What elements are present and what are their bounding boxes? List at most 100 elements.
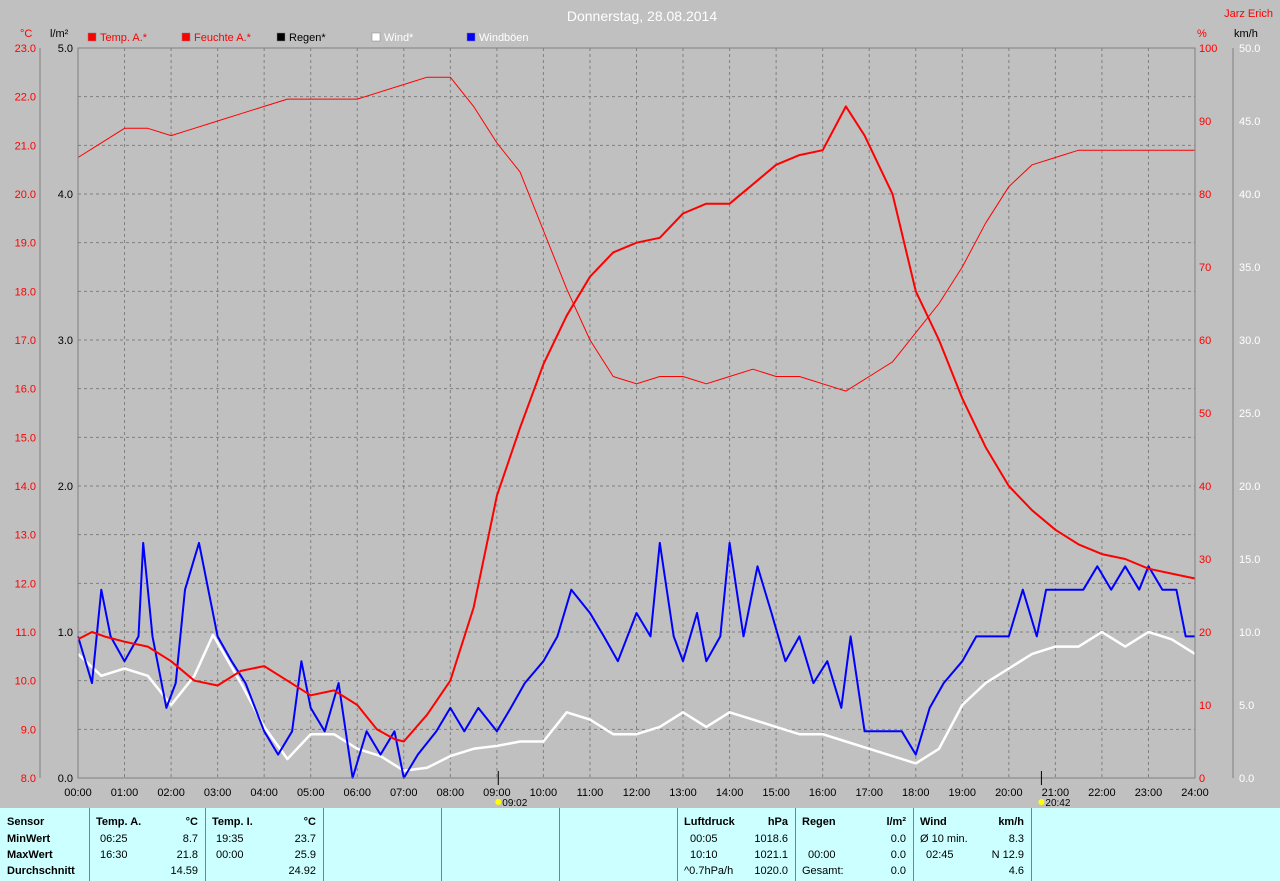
- x-tick-label: 15:00: [762, 787, 790, 799]
- humidity-series-line: [77, 76, 1195, 392]
- divider: [795, 808, 796, 881]
- temp-tick-label: 11.0: [15, 627, 36, 639]
- x-tick-label: 18:00: [902, 787, 930, 799]
- x-tick-label: 03:00: [204, 787, 232, 799]
- wind-tick-label: 20.0: [1239, 481, 1260, 493]
- gust-series-line: [77, 541, 1195, 779]
- rain-header: Regen: [802, 816, 836, 828]
- wind-tick-label: 45.0: [1239, 116, 1260, 128]
- legend-swatch: [466, 32, 476, 42]
- series-layer: [77, 76, 1196, 779]
- x-tick-label: 09:00: [483, 787, 511, 799]
- divider: [441, 808, 442, 881]
- x-tick-label: 17:00: [855, 787, 883, 799]
- wind-tick-label: 25.0: [1239, 408, 1260, 420]
- x-tick-label: 00:00: [64, 787, 92, 799]
- humidity-tick-label: 60: [1199, 335, 1211, 347]
- chart-title: Donnerstag, 28.08.2014: [567, 8, 717, 24]
- legend-label: Temp. A.*: [100, 32, 148, 44]
- temp-tick-label: 13.0: [15, 530, 36, 542]
- wind-tick-label: 50.0: [1239, 43, 1260, 55]
- wind-tick-label: 0.0: [1239, 773, 1254, 785]
- wind-avg10-value: 8.3: [1008, 833, 1024, 845]
- rain-tick-label: 5.0: [58, 43, 73, 55]
- rain-axis-unit: l/m²: [50, 28, 69, 40]
- rain-tick-label: 2.0: [58, 481, 73, 493]
- maxwert-label: MaxWert: [7, 849, 53, 861]
- x-tick-label: 05:00: [297, 787, 325, 799]
- wind-max-time: 02:45: [926, 849, 954, 861]
- pressure-unit: hPa: [767, 816, 788, 828]
- x-tick-label: 24:00: [1181, 787, 1209, 799]
- temp-tick-label: 14.0: [15, 481, 36, 493]
- temp-i-max-time: 00:00: [216, 849, 244, 861]
- x-tick-label: 08:00: [437, 787, 465, 799]
- x-tick-label: 01:00: [111, 787, 139, 799]
- wind-series-line: [77, 630, 1196, 772]
- humidity-tick-label: 70: [1199, 262, 1211, 274]
- rain-max-value: 0.0: [890, 849, 906, 861]
- x-tick-label: 23:00: [1135, 787, 1163, 799]
- rain-max-time: 00:00: [808, 849, 836, 861]
- x-tick-label: 10:00: [530, 787, 558, 799]
- temp-tick-label: 16.0: [15, 384, 36, 396]
- wind-tick-label: 35.0: [1239, 262, 1260, 274]
- temp-axis-unit: °C: [20, 28, 32, 40]
- plot-frame: [77, 47, 1196, 779]
- legend: Temp. A.* Feuchte A.* Regen* Wind* Windböen: [87, 32, 529, 44]
- legend-label: Regen*: [289, 32, 326, 44]
- humidity-tick-label: 100: [1199, 43, 1217, 55]
- sun-icon: [495, 799, 502, 805]
- legend-swatch: [276, 32, 286, 42]
- x-tick-label: 16:00: [809, 787, 837, 799]
- x-tick-label: 14:00: [716, 787, 744, 799]
- pressure-max-value: 1021.1: [754, 849, 788, 861]
- x-tick-label: 21:00: [1042, 787, 1070, 799]
- axis-units: °C l/m² % km/h: [20, 28, 1258, 40]
- wind-avg-value: 4.6: [1008, 865, 1024, 877]
- author-label: Jarz Erich: [1224, 8, 1273, 20]
- divider: [1031, 808, 1032, 881]
- x-tick-label: 13:00: [669, 787, 697, 799]
- temp-a-min-value: 8.7: [182, 833, 198, 845]
- grid: [39, 48, 1234, 778]
- temp-a-max-value: 21.8: [176, 849, 198, 861]
- temp-tick-label: 23.0: [15, 43, 36, 55]
- legend-swatch: [181, 32, 191, 42]
- x-tick-label: 22:00: [1088, 787, 1116, 799]
- temp-tick-label: 19.0: [15, 238, 36, 250]
- temp-tick-label: 15.0: [15, 432, 36, 444]
- temp-tick-label: 20.0: [15, 189, 36, 201]
- temp-tick-label: 9.0: [21, 724, 36, 736]
- rain-min-value: 0.0: [890, 833, 906, 845]
- temp-i-min-value: 23.7: [294, 833, 316, 845]
- temp-tick-label: 8.0: [21, 773, 36, 785]
- rain-tick-label: 0.0: [58, 773, 73, 785]
- wind-avg10-label: Ø 10 min.: [920, 833, 968, 845]
- wind-axis-unit: km/h: [1234, 28, 1258, 40]
- pressure-trend: ^0.7hPa/h: [684, 865, 734, 877]
- wind-tick-label: 5.0: [1239, 700, 1254, 712]
- wind-max-value: N 12.9: [991, 849, 1024, 861]
- rain-unit: l/m²: [886, 816, 906, 828]
- pressure-min-value: 1018.6: [754, 833, 788, 845]
- temp-i-min-time: 19:35: [216, 833, 244, 845]
- wind-unit: km/h: [998, 816, 1024, 828]
- divider: [913, 808, 914, 881]
- x-tick-label: 06:00: [343, 787, 371, 799]
- humidity-tick-label: 30: [1199, 554, 1211, 566]
- weather-chart: Donnerstag, 28.08.2014 Jarz Erich Temp. …: [0, 0, 1280, 808]
- temp-tick-label: 10.0: [15, 676, 36, 688]
- divider: [677, 808, 678, 881]
- x-tick-label: 11:00: [577, 787, 604, 799]
- humidity-tick-label: 10: [1199, 700, 1211, 712]
- temp-a-unit: °C: [185, 816, 198, 828]
- rain-tick-label: 3.0: [58, 335, 73, 347]
- rain-tick-label: 4.0: [58, 189, 73, 201]
- temp-a-max-time: 16:30: [100, 849, 128, 861]
- sun-icon: [1038, 799, 1045, 805]
- chart-background: [0, 0, 1280, 808]
- humidity-tick-label: 50: [1199, 408, 1211, 420]
- rain-tick-label: 1.0: [58, 627, 73, 639]
- rain-total-label: Gesamt:: [802, 865, 844, 877]
